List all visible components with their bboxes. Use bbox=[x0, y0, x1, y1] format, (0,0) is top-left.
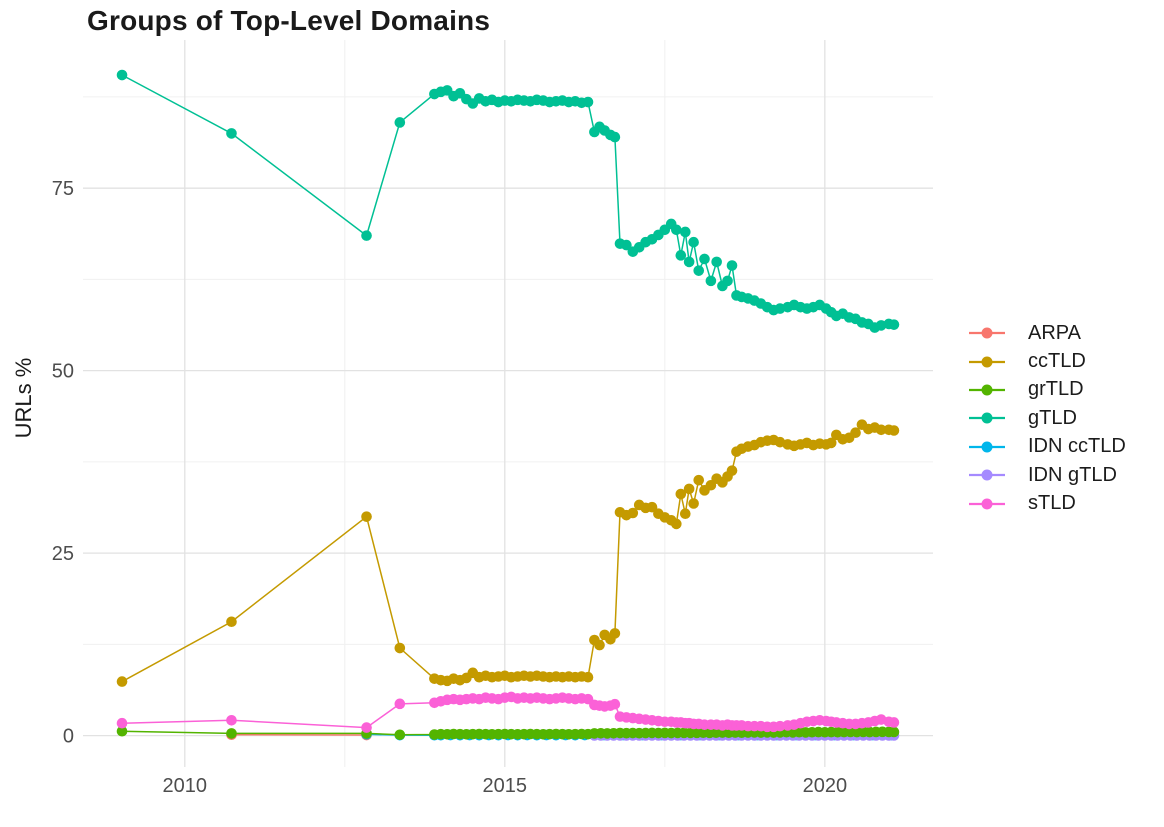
legend-label: IDN ccTLD bbox=[1028, 435, 1126, 458]
data-point-gtld bbox=[671, 224, 682, 236]
legend-item-arpa: ARPA bbox=[966, 319, 1126, 347]
legend-label: sTLD bbox=[1028, 492, 1076, 515]
data-point-stld bbox=[888, 717, 900, 728]
data-point-gtld bbox=[621, 239, 632, 251]
legend-label: IDN gTLD bbox=[1028, 463, 1117, 486]
series-line-gtld bbox=[121, 74, 895, 329]
data-point-gtld bbox=[226, 128, 237, 139]
data-point-grtld bbox=[116, 725, 128, 737]
data-point-cctld bbox=[875, 424, 887, 436]
data-point-gtld bbox=[711, 256, 722, 268]
legend-label: grTLD bbox=[1028, 378, 1084, 401]
legend-item-gtld: gTLD bbox=[966, 404, 1126, 432]
data-point-gtld bbox=[361, 230, 372, 241]
data-point-gtld bbox=[726, 260, 738, 271]
x-tick-label: 2010 bbox=[163, 775, 208, 797]
data-point-stld bbox=[774, 720, 786, 732]
data-point-cctld bbox=[582, 671, 594, 683]
y-tick-label: 50 bbox=[52, 361, 74, 383]
data-point-cctld bbox=[394, 642, 406, 654]
data-point-stld bbox=[226, 714, 237, 726]
data-point-cctld bbox=[688, 498, 699, 509]
data-point-gtld bbox=[722, 275, 733, 287]
data-point-stld bbox=[116, 717, 128, 729]
legend-item-cctld: ccTLD bbox=[966, 347, 1126, 375]
data-point-cctld bbox=[671, 518, 682, 530]
y-tick-label: 0 bbox=[63, 726, 74, 748]
data-point-cctld bbox=[646, 501, 658, 513]
x-tick-label: 2015 bbox=[483, 775, 528, 797]
legend-key-icon bbox=[969, 384, 1005, 396]
data-point-cctld bbox=[594, 639, 605, 651]
data-point-cctld bbox=[675, 488, 687, 500]
data-point-grtld bbox=[888, 726, 900, 738]
data-point-cctld bbox=[850, 427, 861, 438]
data-point-stld bbox=[609, 698, 621, 710]
legend-key-icon bbox=[969, 469, 1005, 481]
data-point-gtld bbox=[679, 226, 691, 238]
y-tick-label: 25 bbox=[52, 543, 74, 565]
data-point-cctld bbox=[693, 474, 705, 486]
data-point-cctld bbox=[888, 425, 900, 436]
data-point-cctld bbox=[361, 511, 372, 522]
legend-key-icon bbox=[969, 327, 1005, 339]
data-point-grtld bbox=[226, 728, 237, 739]
legend-item-idn-gtld: IDN gTLD bbox=[966, 461, 1126, 489]
data-point-gtld bbox=[582, 96, 594, 108]
legend-label: ccTLD bbox=[1028, 350, 1086, 373]
data-point-cctld bbox=[609, 628, 621, 639]
legend-item-idn-cctld: IDN ccTLD bbox=[966, 433, 1126, 461]
data-point-grtld bbox=[394, 729, 406, 741]
y-tick-label: 75 bbox=[52, 178, 74, 200]
data-point-cctld bbox=[226, 616, 237, 628]
data-point-gtld bbox=[705, 275, 717, 287]
data-point-cctld bbox=[679, 508, 691, 520]
data-point-cctld bbox=[116, 676, 128, 687]
legend-key-icon bbox=[969, 356, 1005, 368]
data-point-gtld bbox=[683, 256, 695, 268]
data-point-gtld bbox=[394, 117, 406, 128]
legend-label: ARPA bbox=[1028, 321, 1081, 344]
data-point-gtld bbox=[116, 69, 128, 81]
data-point-gtld bbox=[609, 131, 621, 143]
legend-key-icon bbox=[969, 498, 1005, 510]
data-point-gtld bbox=[688, 236, 699, 248]
data-point-stld bbox=[361, 722, 372, 733]
data-point-gtld bbox=[888, 319, 900, 330]
data-point-gtld bbox=[699, 253, 710, 265]
data-point-gtld bbox=[693, 265, 705, 276]
chart-title: Groups of Top-Level Domains bbox=[87, 5, 491, 36]
data-point-gtld bbox=[675, 250, 687, 261]
legend-key-icon bbox=[969, 412, 1005, 424]
x-tick-label: 2020 bbox=[803, 775, 848, 797]
legend-item-grtld: grTLD bbox=[966, 376, 1126, 404]
legend-label: gTLD bbox=[1028, 406, 1077, 429]
data-point-cctld bbox=[683, 483, 695, 495]
data-point-cctld bbox=[627, 507, 639, 519]
data-point-cctld bbox=[726, 465, 738, 476]
legend-item-stld: sTLD bbox=[966, 489, 1126, 517]
legend: ARPA ccTLD grTLD gTLD IDN ccTLD IDN gTLD sTLD bbox=[966, 319, 1126, 518]
data-point-stld bbox=[394, 698, 406, 710]
legend-key-icon bbox=[969, 441, 1005, 453]
data-point-cctld bbox=[825, 437, 837, 449]
